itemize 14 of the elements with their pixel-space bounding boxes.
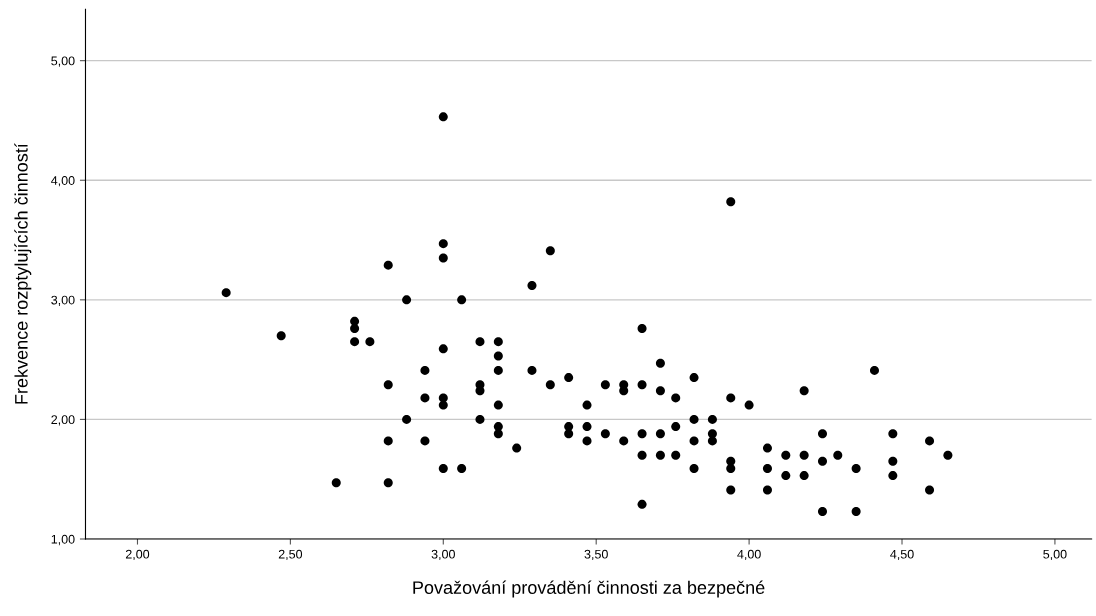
y-tick-label: 2,00 [51,415,75,426]
y-tick-label: 1,00 [51,534,75,546]
x-tick-label: 5,00 [1043,549,1067,561]
x-tick-label: 4,00 [737,549,761,561]
x-tick-label: 3,50 [584,549,608,561]
y-tick-label: 5,00 [51,56,75,67]
y-tick-label: 4,00 [51,176,75,187]
x-tick-label: 3,00 [431,549,455,561]
x-tick-label: 2,50 [278,549,303,561]
y-tick-label: 3,00 [51,295,75,306]
x-tick-label: 2,00 [125,549,150,561]
x-axis-title: Považování provádění činnosti za bezpečné [413,580,765,598]
y-axis-title: Frekvence rozptylujících činností [14,143,32,404]
x-tick-label: 4,50 [890,549,914,561]
